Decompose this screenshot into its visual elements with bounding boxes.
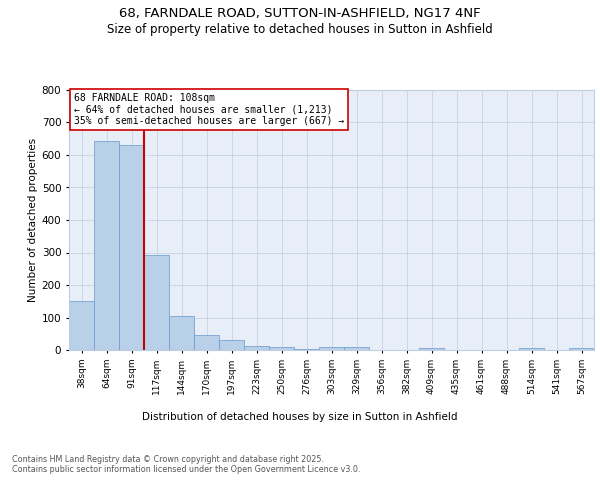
Bar: [69, 301, 94, 350]
Bar: [219, 340, 244, 350]
Bar: [569, 348, 594, 350]
Bar: [269, 348, 294, 350]
Bar: [419, 348, 444, 350]
Text: Contains HM Land Registry data © Crown copyright and database right 2025.
Contai: Contains HM Land Registry data © Crown c…: [12, 455, 361, 474]
Bar: [144, 256, 169, 350]
Bar: [244, 346, 269, 350]
Text: Distribution of detached houses by size in Sutton in Ashfield: Distribution of detached houses by size …: [142, 412, 458, 422]
Text: 68, FARNDALE ROAD, SUTTON-IN-ASHFIELD, NG17 4NF: 68, FARNDALE ROAD, SUTTON-IN-ASHFIELD, N…: [119, 8, 481, 20]
Bar: [194, 336, 219, 350]
Bar: [119, 144, 144, 350]
Y-axis label: Number of detached properties: Number of detached properties: [28, 138, 38, 302]
Bar: [319, 348, 344, 350]
Bar: [94, 141, 119, 350]
Bar: [519, 348, 544, 350]
Bar: [169, 316, 194, 350]
Bar: [344, 348, 369, 350]
Text: 68 FARNDALE ROAD: 108sqm
← 64% of detached houses are smaller (1,213)
35% of sem: 68 FARNDALE ROAD: 108sqm ← 64% of detach…: [74, 92, 344, 126]
Text: Size of property relative to detached houses in Sutton in Ashfield: Size of property relative to detached ho…: [107, 22, 493, 36]
